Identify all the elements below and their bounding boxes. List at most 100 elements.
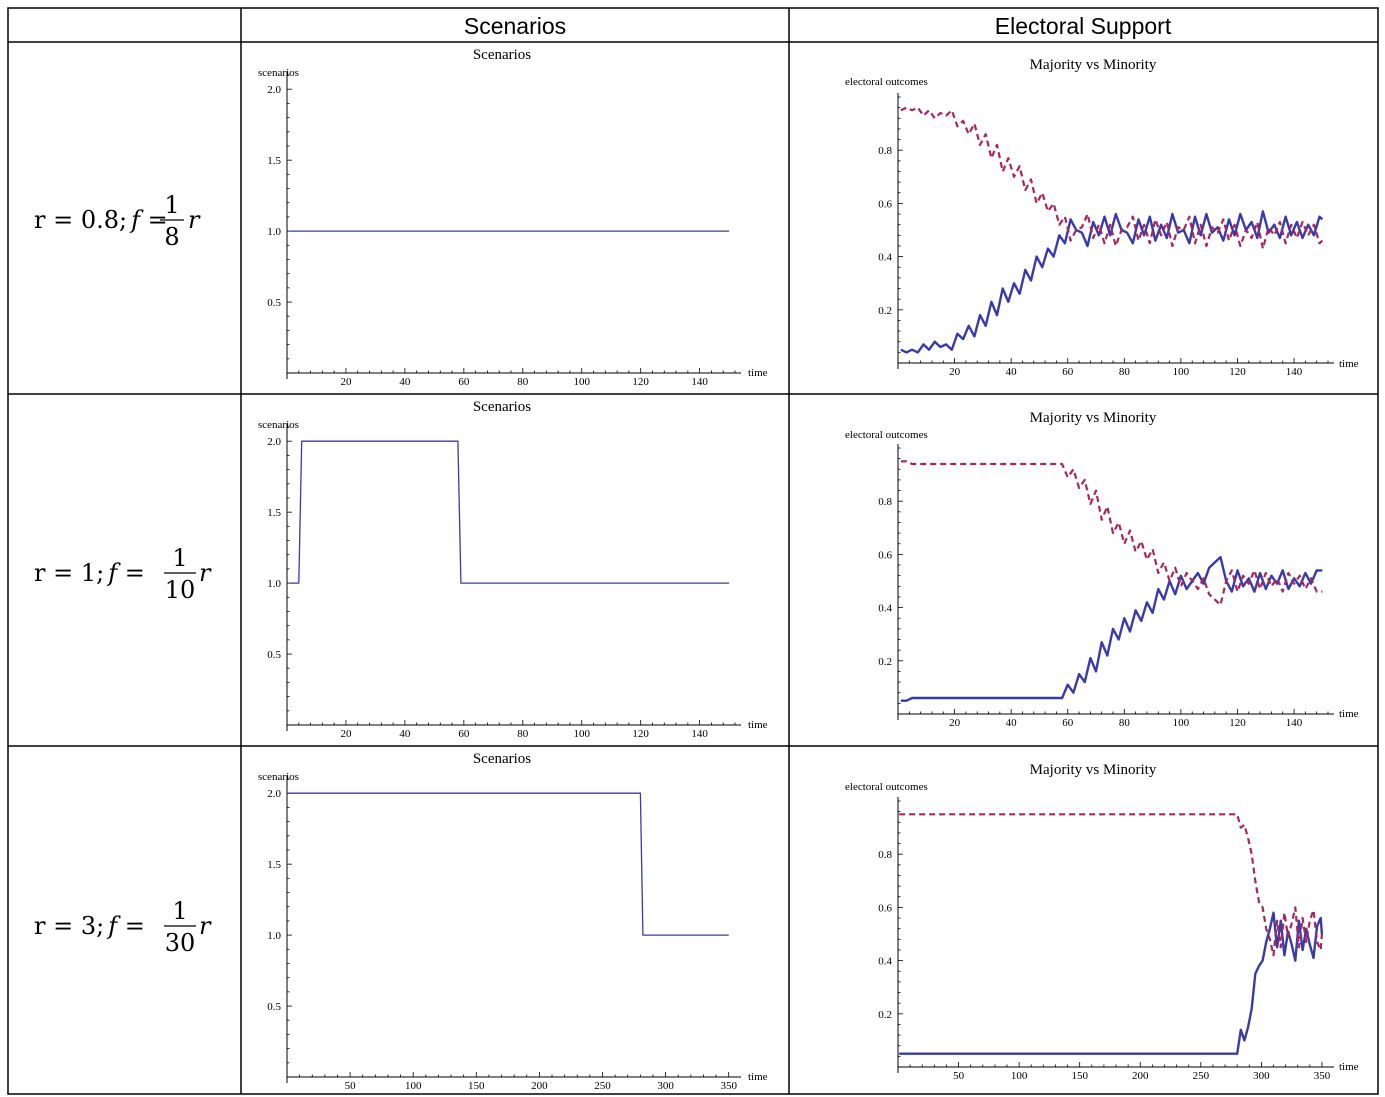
label-r: r = 3;	[34, 912, 104, 940]
x-tick-label: 20	[340, 728, 352, 740]
x-tick-label: 40	[1006, 717, 1018, 729]
x-tick-label: 120	[632, 728, 649, 740]
y-tick-label: 0.8	[878, 145, 892, 157]
y-tick-label: 0.2	[878, 1009, 892, 1021]
y-tick-label: 0.5	[267, 1001, 281, 1013]
label-denominator: 10	[165, 576, 196, 604]
y-tick-label: 1.0	[267, 930, 281, 942]
y-tick-label: 1.0	[267, 226, 281, 238]
x-tick-label: 40	[1006, 366, 1018, 378]
label-eq: =	[117, 912, 145, 940]
label-r-tail: r	[199, 912, 212, 940]
x-tick-label: 140	[1286, 717, 1303, 729]
y-axis-label: electoral outcomes	[845, 76, 928, 88]
header-scenarios: Scenarios	[464, 13, 566, 39]
y-tick-label: 0.2	[878, 656, 892, 668]
x-tick-label: 50	[953, 1070, 965, 1082]
majority-minority-chart-3: Majority vs Minority electoral outcomes ti…	[845, 762, 1359, 1082]
y-tick-label: 0.5	[267, 297, 281, 309]
svg-text:r = 1;f =: r = 1; f =	[34, 559, 145, 587]
y-tick-label: 2.0	[267, 84, 281, 96]
label-r: r = 0.8;	[34, 206, 127, 234]
x-tick-label: 60	[1062, 717, 1074, 729]
x-tick-label: 140	[691, 376, 708, 388]
y-axis-label: electoral outcomes	[845, 429, 928, 441]
x-axis-label: time	[748, 1071, 768, 1083]
table-border	[7, 7, 1379, 1095]
x-axis-label: time	[1339, 708, 1359, 720]
x-tick-label: 80	[517, 376, 529, 388]
y-axis-label: scenarios	[258, 419, 299, 431]
chart-title: Scenarios	[473, 399, 531, 415]
x-tick-label: 100	[1173, 366, 1190, 378]
y-tick-label: 0.6	[878, 198, 892, 210]
chart-title: Scenarios	[473, 47, 531, 63]
majority-line	[899, 813, 1323, 957]
x-tick-label: 80	[1119, 366, 1131, 378]
x-tick-label: 100	[573, 728, 590, 740]
x-tick-label: 80	[517, 728, 529, 740]
x-tick-label: 120	[632, 376, 649, 388]
x-tick-label: 120	[1229, 366, 1246, 378]
scenario-line	[288, 792, 729, 936]
y-tick-label: 0.8	[878, 496, 892, 508]
majority-line	[900, 106, 1324, 250]
x-tick-label: 40	[399, 728, 411, 740]
label-denominator: 8	[164, 223, 179, 251]
y-tick-label: 1.5	[267, 507, 281, 519]
row-label-3: r = 3; f = 1 30 r	[34, 897, 212, 957]
x-tick-label: 60	[458, 728, 470, 740]
scenarios-chart-2: Scenarios scenarios time 20 40 60 80 100 120 140 0…	[258, 399, 768, 740]
majority-minority-chart-1: Majority vs Minority electoral outcomes ti…	[845, 57, 1359, 378]
x-tick-label: 250	[594, 1080, 611, 1092]
x-axis-label: time	[1339, 1061, 1359, 1073]
x-tick-label: 60	[1062, 366, 1074, 378]
x-tick-label: 140	[1286, 366, 1303, 378]
x-tick-label: 20	[949, 366, 961, 378]
scenarios-chart-1: Scenarios scenarios time 20 40 60 80 100 120 140 0…	[258, 47, 768, 388]
x-tick-label: 140	[691, 728, 708, 740]
y-tick-label: 0.8	[878, 849, 892, 861]
y-tick-label: 1.0	[267, 578, 281, 590]
x-tick-label: 120	[1229, 717, 1246, 729]
x-tick-label: 300	[1253, 1070, 1270, 1082]
x-tick-label: 250	[1193, 1070, 1210, 1082]
majority-line	[900, 460, 1323, 607]
x-tick-label: 150	[1071, 1070, 1088, 1082]
x-tick-label: 50	[345, 1080, 357, 1092]
header-electoral-support: Electoral Support	[995, 13, 1172, 39]
x-tick-label: 200	[1132, 1070, 1149, 1082]
label-numerator: 1	[172, 897, 187, 925]
x-tick-label: 100	[573, 376, 590, 388]
chart-title: Scenarios	[473, 751, 531, 767]
x-tick-label: 80	[1119, 717, 1131, 729]
y-axis-label: scenarios	[258, 67, 299, 79]
label-denominator: 30	[165, 929, 196, 957]
row-label-2: r = 1; f = 1 10 r	[34, 544, 212, 604]
y-tick-label: 0.4	[878, 603, 892, 615]
chart-title: Majority vs Minority	[1030, 410, 1157, 426]
x-tick-label: 100	[1011, 1070, 1028, 1082]
x-tick-label: 20	[340, 376, 352, 388]
y-axis-label: electoral outcomes	[845, 781, 928, 793]
y-axis-label: scenarios	[258, 771, 299, 783]
x-tick-label: 100	[405, 1080, 422, 1092]
y-tick-label: 0.5	[267, 649, 281, 661]
label-r: r = 1;	[34, 559, 104, 587]
x-tick-label: 150	[468, 1080, 485, 1092]
row-label-1: r = 0.8; f = 1 8 r	[34, 191, 201, 251]
label-numerator: 1	[172, 544, 187, 572]
y-tick-label: 1.5	[267, 859, 281, 871]
y-tick-label: 0.4	[878, 956, 892, 968]
y-tick-label: 1.5	[267, 155, 281, 167]
majority-minority-chart-2: Majority vs Minority electoral outcomes ti…	[845, 410, 1359, 729]
x-tick-label: 200	[531, 1080, 548, 1092]
x-tick-label: 40	[399, 376, 411, 388]
x-tick-label: 100	[1173, 717, 1190, 729]
x-axis-label: time	[1339, 358, 1359, 370]
chart-title: Majority vs Minority	[1030, 762, 1157, 778]
chart-title: Majority vs Minority	[1030, 57, 1157, 73]
x-axis-label: time	[748, 367, 768, 379]
label-r-tail: r	[188, 206, 201, 234]
